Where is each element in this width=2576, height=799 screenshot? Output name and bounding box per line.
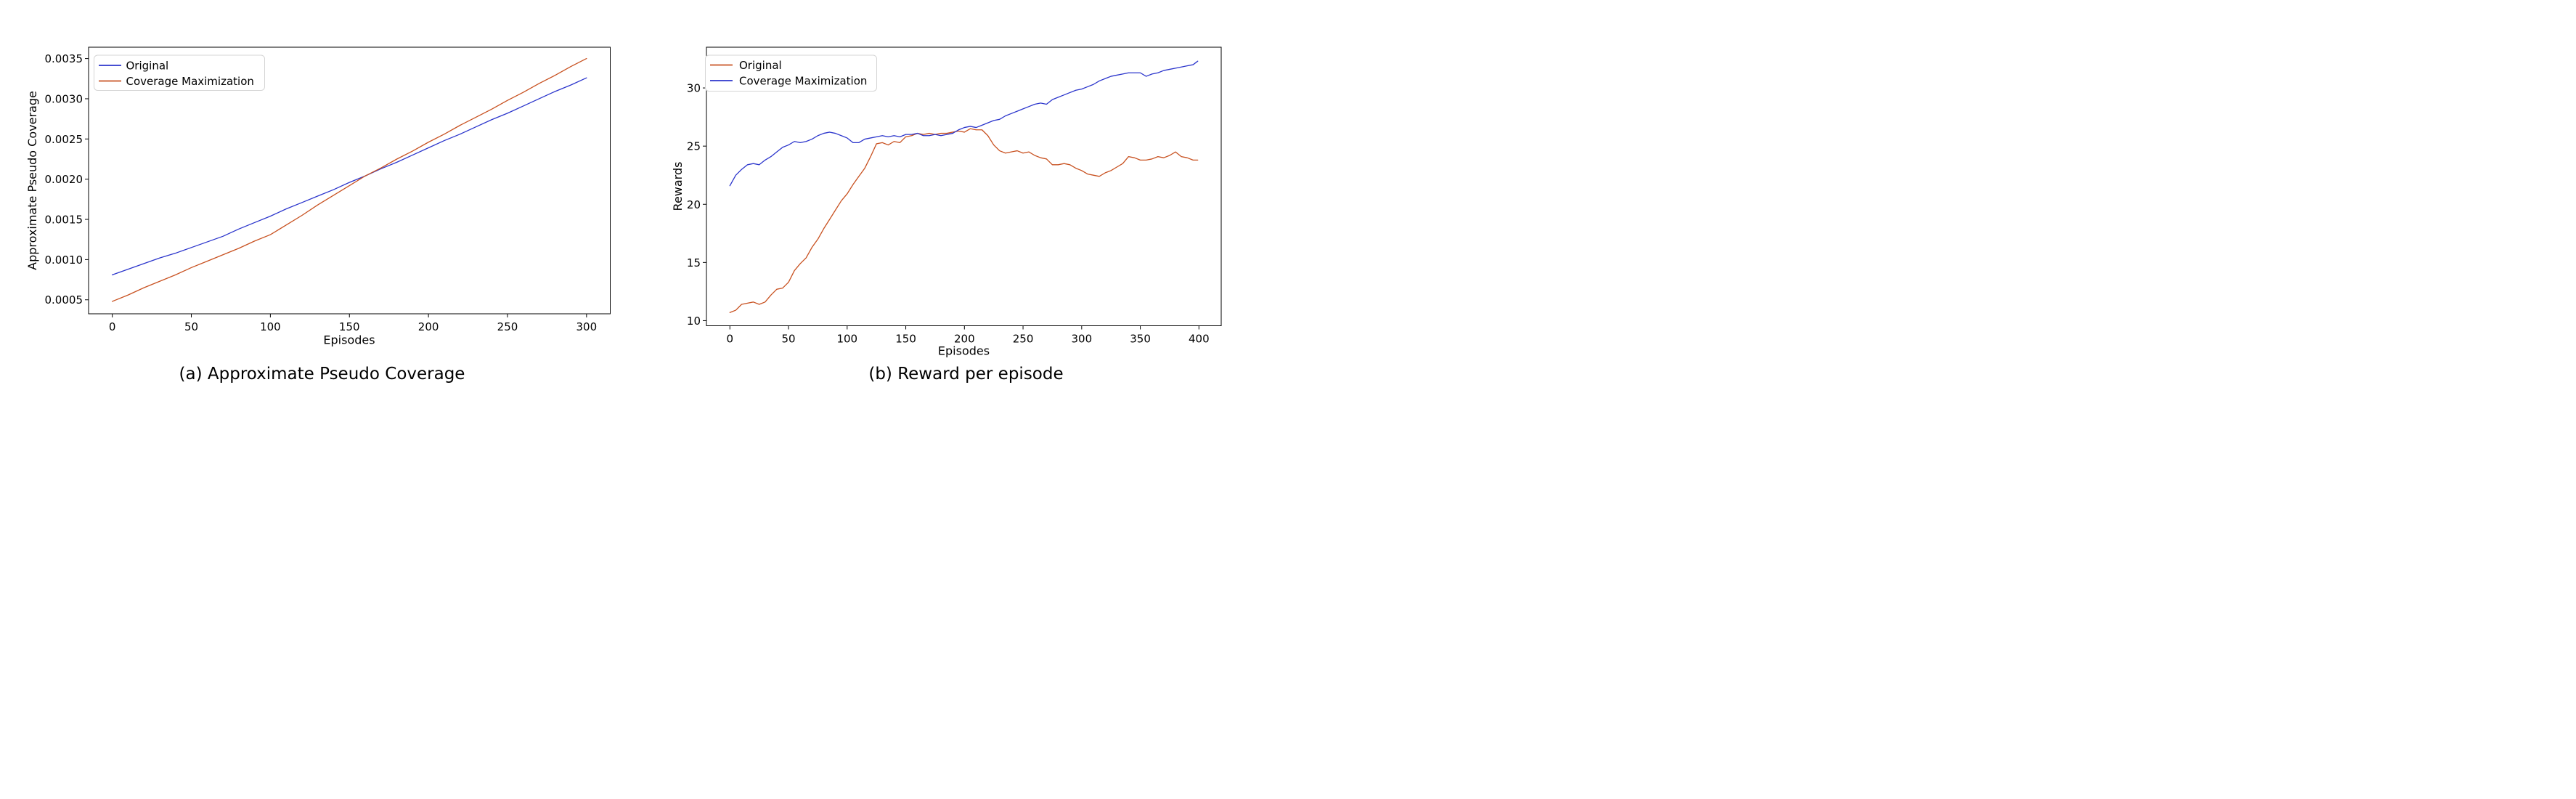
x-tick-label: 150: [895, 333, 916, 346]
series-line-coverage-maximization: [111, 57, 587, 302]
series-line-coverage-maximization: [729, 60, 1199, 187]
y-tick-label: 0.0020: [45, 173, 83, 186]
x-tick-label: 200: [954, 333, 975, 346]
x-axis-label: Episodes: [323, 333, 375, 347]
y-tick-label: 0.0005: [45, 293, 83, 307]
x-tick-label: 200: [418, 320, 439, 333]
y-tick-label: 0.0035: [45, 52, 83, 65]
y-tick-label: 30: [687, 82, 701, 95]
y-tick-label: 0.0030: [45, 92, 83, 105]
x-tick-label: 50: [184, 320, 198, 333]
x-tick-label: 300: [1071, 333, 1092, 346]
figure-canvas: 0 50 100 150 200 250 300 0.0005 0.0010 0.0015 0.00…: [0, 0, 1288, 400]
rewards-chart: 0 50 100 150 200 250 300 350 400 10 15 20 25 30 Episod…: [671, 46, 1222, 358]
x-tick-label: 250: [1013, 333, 1034, 346]
legend-label: Original: [126, 60, 169, 73]
x-tick-label: 0: [727, 333, 734, 346]
legend: Original Coverage Maximization: [94, 54, 265, 91]
legend-label: Coverage Maximization: [739, 75, 867, 88]
chart-panel-a: 0 50 100 150 200 250 300 0.0005 0.0010 0.0015 0.00…: [0, 0, 644, 400]
legend: Original Coverage Maximization: [705, 54, 877, 92]
series-line-original: [729, 128, 1199, 313]
chart-panel-b: 0 50 100 150 200 250 300 350 400 10 15 20 25 30 Episod…: [644, 0, 1288, 400]
plot-border: [706, 46, 1222, 326]
x-tick-label: 250: [497, 320, 518, 333]
legend-box: [94, 54, 265, 91]
x-axis-label: Episodes: [938, 344, 990, 358]
y-tick-label: 0.0015: [45, 214, 83, 227]
x-tick-label: 300: [576, 320, 598, 333]
x-tick-label: 350: [1130, 333, 1151, 346]
x-tick-label: 50: [782, 333, 796, 346]
x-tick-label: 100: [836, 333, 857, 346]
y-axis-label: Approximate Pseudo Coverage: [25, 91, 39, 270]
x-tick-label: 0: [109, 320, 116, 333]
y-tick-label: 10: [687, 315, 701, 328]
x-tick-label: 400: [1189, 333, 1210, 346]
y-tick-label: 25: [687, 140, 701, 153]
y-tick-label: 0.0010: [45, 254, 83, 267]
chart-caption-a: (a) Approximate Pseudo Coverage: [179, 365, 465, 384]
y-tick-label: 0.0025: [45, 133, 83, 146]
legend-box: [705, 54, 877, 92]
y-tick-label: 20: [687, 198, 701, 211]
legend-label: Original: [739, 59, 782, 72]
chart-caption-b: (b) Reward per episode: [868, 365, 1064, 384]
pseudo-coverage-chart: 0 50 100 150 200 250 300 0.0005 0.0010 0.0015 0.00…: [25, 46, 611, 347]
x-tick-label: 150: [339, 320, 360, 333]
series-line-original: [111, 77, 587, 276]
legend-label: Coverage Maximization: [126, 75, 254, 88]
y-tick-label: 15: [687, 256, 701, 269]
x-tick-label: 100: [260, 320, 281, 333]
y-axis-label: Rewards: [671, 162, 685, 211]
